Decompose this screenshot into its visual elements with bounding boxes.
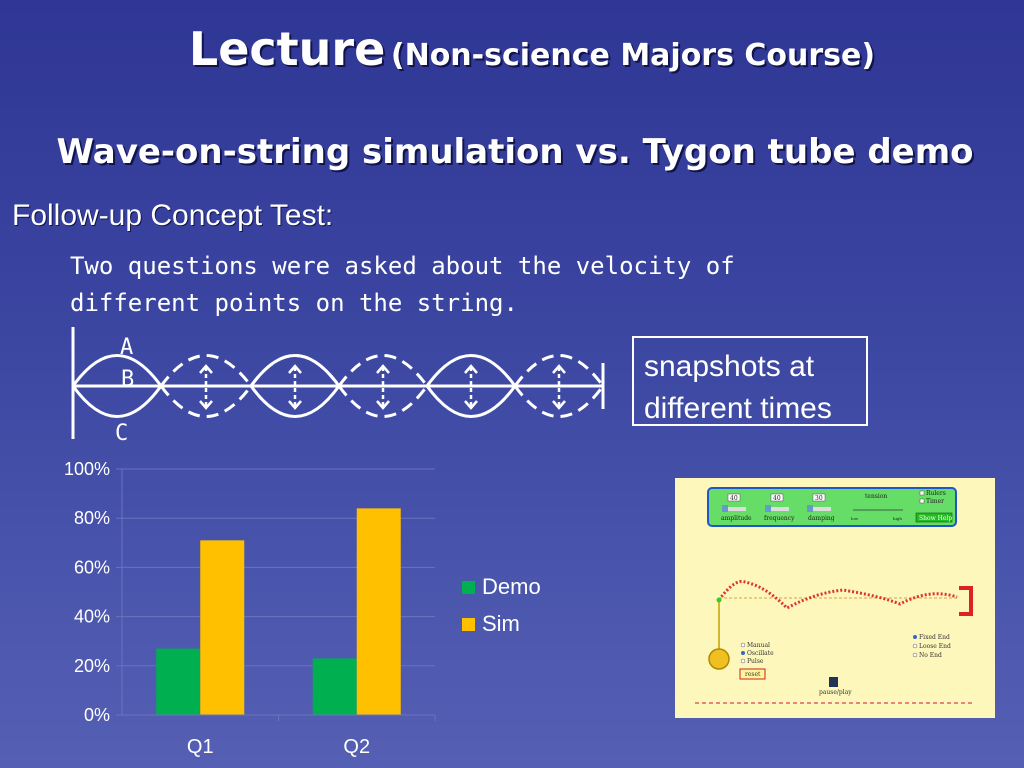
svg-text:reset: reset [745,671,761,678]
svg-text:tension: tension [865,493,887,500]
legend-label-demo: Demo [482,574,541,599]
svg-text:Pulse: Pulse [747,658,764,665]
slider-frequency[interactable]: 40 frequency [764,493,795,522]
svg-text:amplitude: amplitude [721,515,752,522]
pause-play-button[interactable]: pause/play [819,677,852,696]
wave-bottom-dashed [513,385,605,418]
y-tick-label: 20% [74,656,110,676]
string-end-bead [716,597,722,603]
svg-text:Oscillate: Oscillate [747,650,774,657]
title-main: Lecture [188,22,386,76]
radio-no-end[interactable]: No End [912,652,942,659]
svg-text:40: 40 [730,495,738,502]
wave-top-dashed [337,354,429,387]
legend-label-sim: Sim [482,611,520,636]
bar-sim-q1 [200,540,245,715]
slider-amplitude[interactable]: 40 amplitude [721,493,752,522]
svg-text:low: low [851,516,859,521]
control-panel [707,487,957,527]
legend-swatch-demo [462,581,475,594]
radio-oscillate[interactable]: Oscillate [741,650,774,657]
wave-bottom-solid [425,385,517,418]
y-tick-label: 100% [64,459,110,479]
bar-demo-q2 [312,658,357,715]
body-line-2: different points on the string. [70,289,518,317]
x-tick-label: Q2 [343,736,370,758]
svg-text:Rulers: Rulers [926,490,946,497]
snapshots-callout: snapshots at different times [632,336,868,426]
svg-text:Timer: Timer [926,498,944,505]
y-tick-label: 0% [84,705,110,725]
svg-text:No End: No End [919,652,942,659]
radio-fixed-end[interactable]: Fixed End [913,634,950,641]
wave-top-dashed [513,354,605,387]
slider-damping[interactable]: 30 damping [807,493,835,522]
bar-sim-q2 [356,508,401,715]
oscillator-wrench-icon[interactable] [708,648,730,670]
standing-wave-diagram: A B C [71,327,605,446]
title-sub: (Non-science Majors Course) [390,38,876,73]
clamp-icon [959,586,973,616]
svg-text:Loose End: Loose End [919,643,951,650]
wave-top-dashed [159,354,253,387]
radio-loose-end[interactable]: Loose End [912,643,951,650]
y-tick-label: 60% [74,557,110,577]
slider-tension[interactable]: tension low high [851,493,903,521]
body-text: Two questions were asked about the veloc… [70,248,790,322]
bar-demo-q1 [156,648,201,715]
svg-text:40: 40 [773,495,781,502]
legend-swatch-sim [462,618,475,631]
svg-text:Show Help: Show Help [919,515,952,522]
checkbox-timer[interactable]: Timer [919,498,944,505]
label-a: A [120,335,133,360]
wave-top-solid [71,354,163,387]
body-line-1: Two questions were asked about the veloc… [70,252,735,280]
svg-text:30: 30 [815,495,823,502]
wave-top-solid [425,354,517,387]
callout-line-2: different times [644,392,832,425]
svg-text:damping: damping [808,515,835,522]
svg-text:Fixed End: Fixed End [919,634,950,641]
followup-heading: Follow-up Concept Test: [12,199,334,232]
label-c: C [115,421,128,446]
radio-pulse[interactable]: Pulse [740,658,764,665]
label-b: B [121,367,134,392]
show-help-button[interactable]: Show Help [915,512,952,523]
svg-text:high: high [893,516,902,521]
svg-text:pause/play: pause/play [819,689,852,696]
radio-manual[interactable]: Manual [740,642,770,649]
callout-line-1: snapshots at [644,350,815,383]
checkbox-rulers[interactable]: Rulers [919,490,946,497]
slide-subtitle: Wave-on-string simulation vs. Tygon tube… [56,132,974,172]
wave-top-dashed [249,354,341,387]
simulated-string [717,579,958,610]
wave-bottom-dashed [337,385,429,418]
wave-bottom-solid [71,385,163,418]
y-tick-label: 80% [74,508,110,528]
wave-bottom-dashed [159,385,253,418]
wave-bottom-solid [249,385,341,418]
x-tick-label: Q1 [187,736,214,758]
reset-button[interactable]: reset [739,668,766,680]
svg-text:Manual: Manual [747,642,770,649]
simulation-screenshot: 40 amplitude 40 frequency 30 damping ten… [675,478,995,718]
bar-chart: 0% 20% 40% 60% 80% 100% Q1 Q2 Demo Sim [64,459,541,758]
slide-title: Lecture (Non-science Majors Course) [0,22,1024,76]
y-tick-label: 40% [74,607,110,627]
svg-text:frequency: frequency [764,515,795,522]
